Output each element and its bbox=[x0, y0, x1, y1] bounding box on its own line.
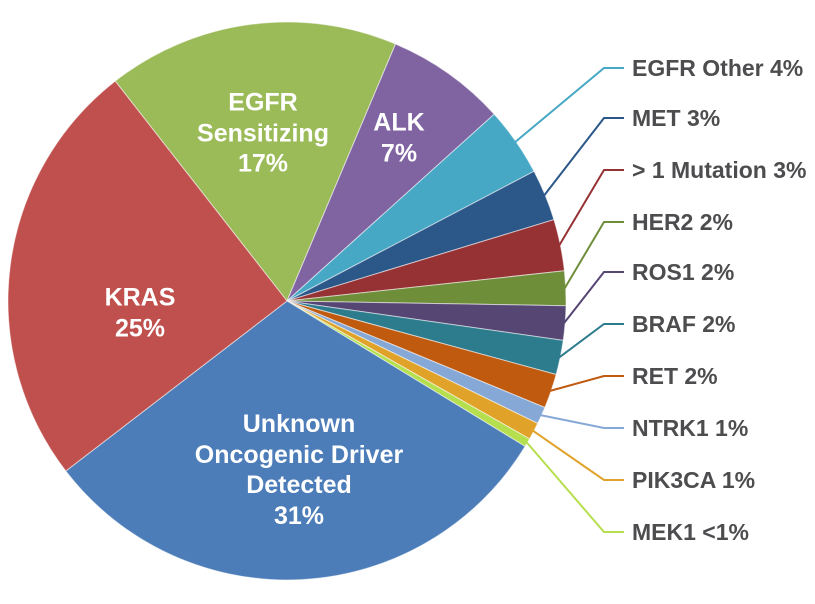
callout-label-ros1: ROS1 2% bbox=[632, 259, 735, 285]
callout-line-ros1 bbox=[563, 271, 624, 324]
callout-line-mek1 bbox=[525, 441, 624, 533]
pie-slice-unknown-oncogenic-driver bbox=[65, 300, 526, 581]
pie-slice-kras bbox=[7, 80, 288, 472]
callout-label-gt1-mutation: > 1 Mutation 3% bbox=[632, 157, 807, 183]
callout-label-mek1: MEK1 <1% bbox=[632, 519, 749, 545]
callout-label-her2: HER2 2% bbox=[632, 209, 733, 235]
pie-slice-egfr-sensitizing bbox=[114, 21, 397, 302]
callout-line-ret bbox=[549, 375, 624, 392]
pie-slice-alk bbox=[286, 43, 495, 302]
callout-line-ntrk1 bbox=[540, 414, 624, 429]
callout-line-gt1-mutation bbox=[558, 169, 624, 246]
callout-label-braf: BRAF 2% bbox=[632, 311, 736, 337]
callout-label-egfr-other: EGFR Other 4% bbox=[632, 55, 804, 81]
callout-line-met bbox=[543, 117, 624, 197]
callout-label-ntrk1: NTRK1 1% bbox=[632, 415, 749, 441]
callout-label-ret: RET 2% bbox=[632, 363, 718, 389]
callout-line-braf bbox=[558, 323, 624, 359]
callout-label-met: MET 3% bbox=[632, 105, 721, 131]
callout-line-egfr-other bbox=[514, 67, 624, 143]
callout-label-pik3ca: PIK3CA 1% bbox=[632, 467, 756, 493]
callout-line-pik3ca bbox=[532, 429, 624, 481]
callout-line-her2 bbox=[563, 221, 624, 289]
